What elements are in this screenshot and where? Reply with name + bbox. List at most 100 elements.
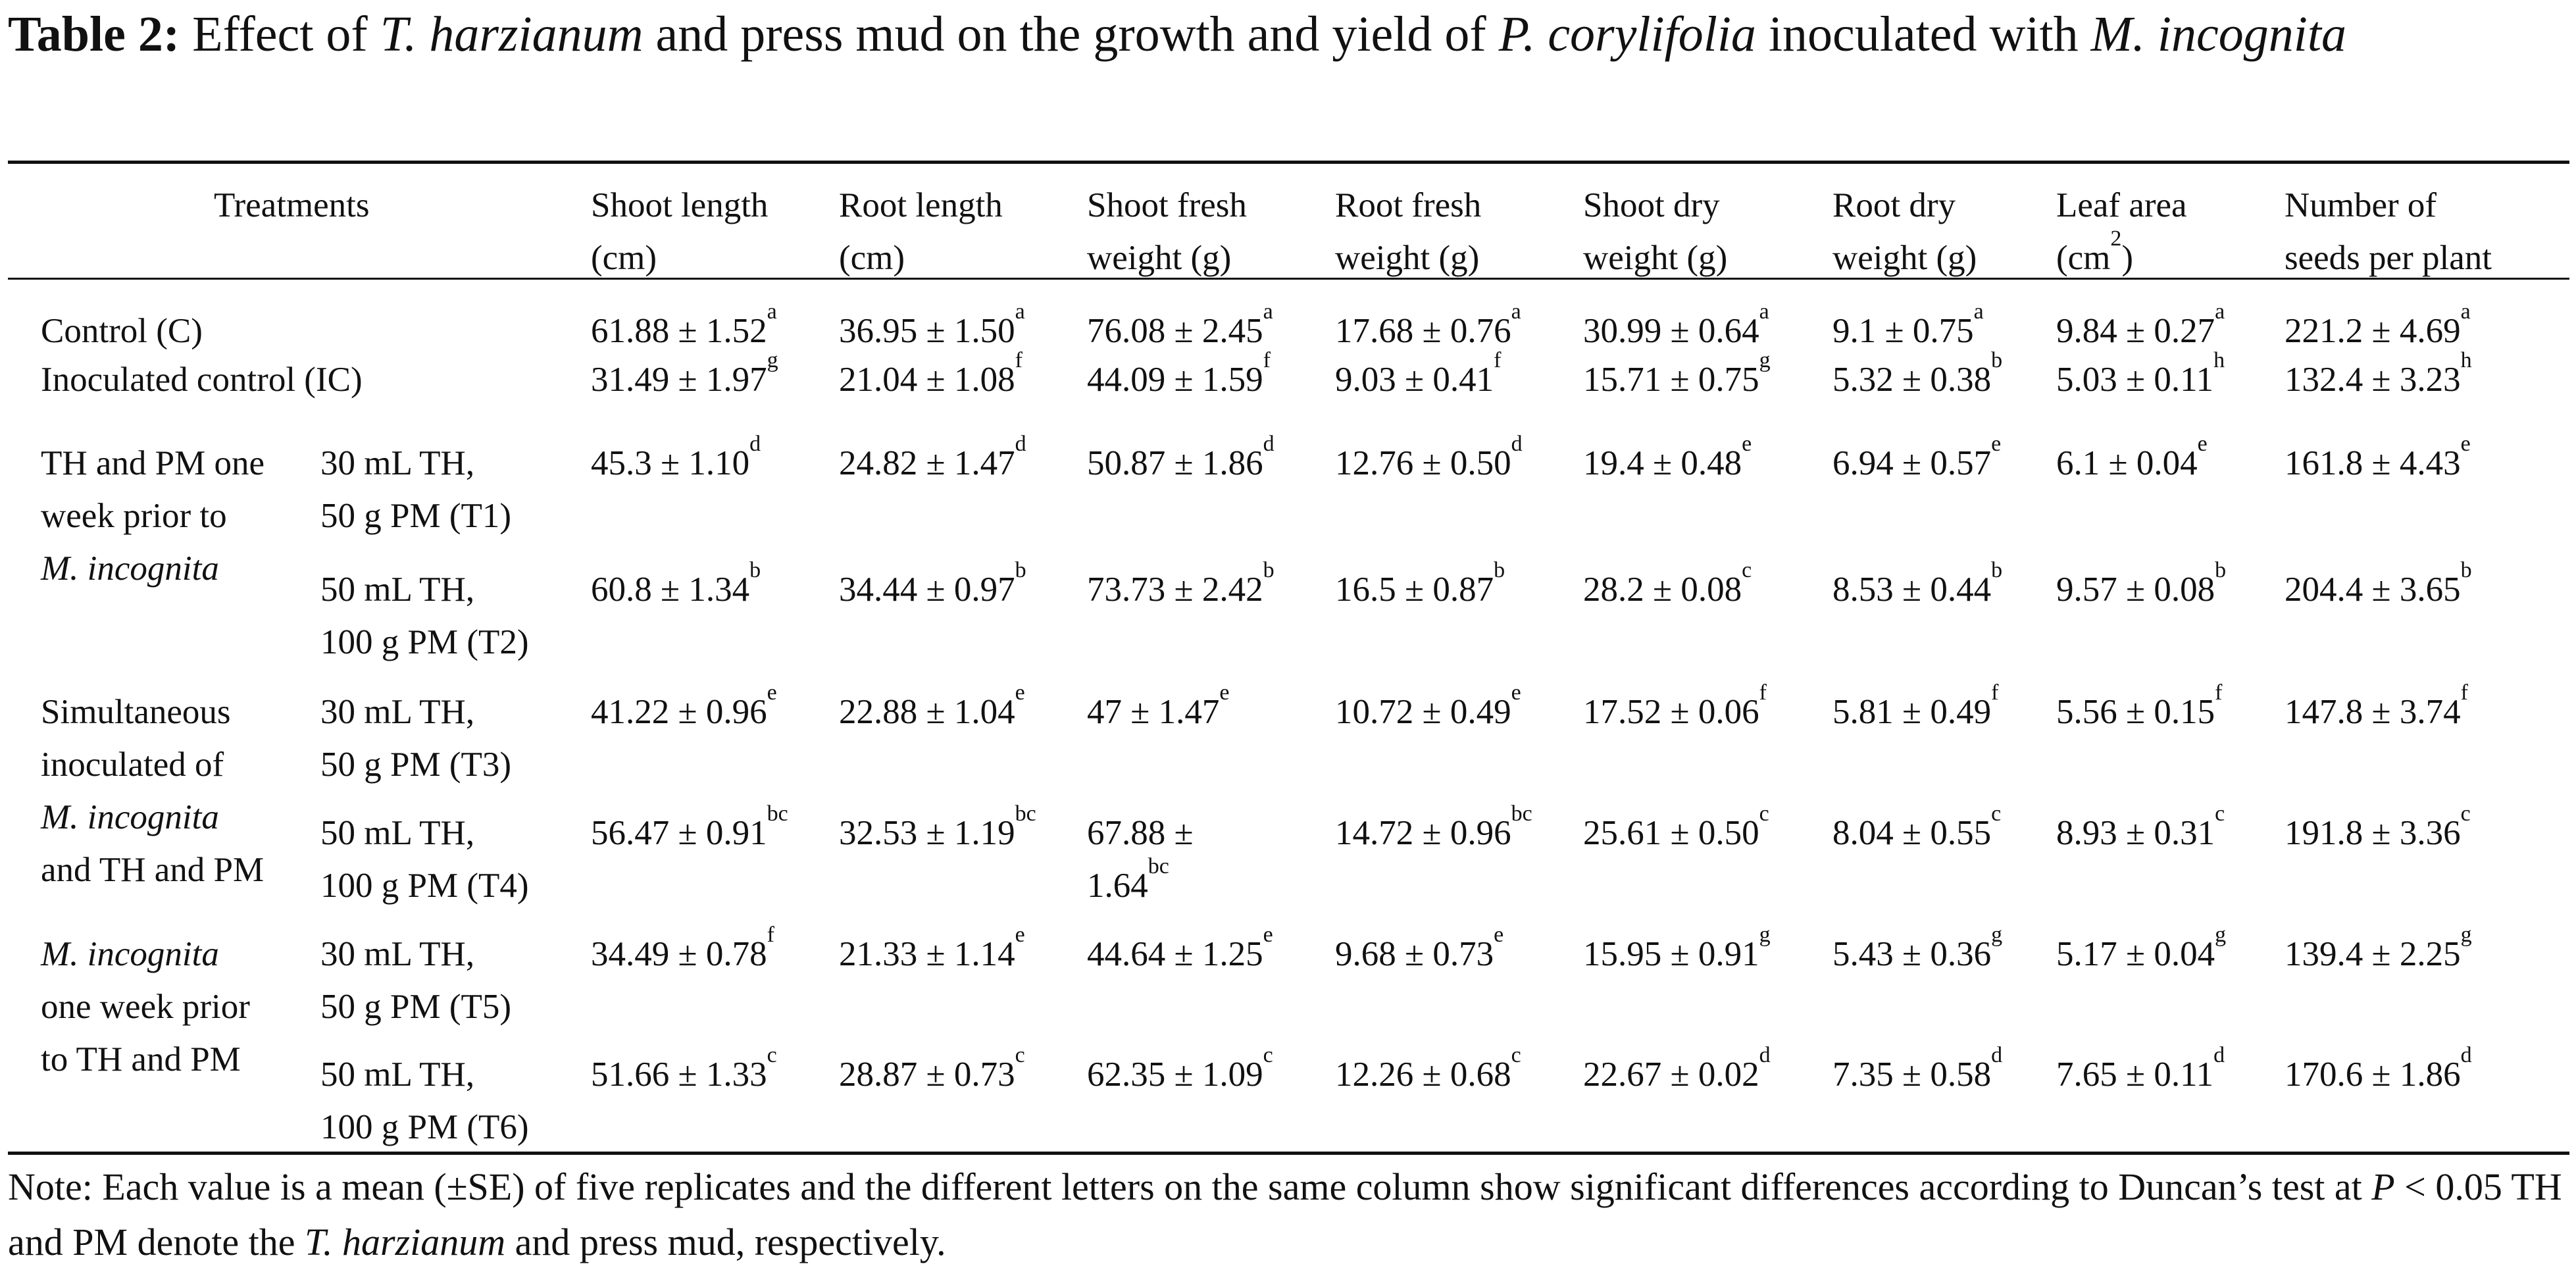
treatment-label: M. incognita: [41, 798, 219, 836]
treatment-dose: 100 g PM (T2): [320, 623, 529, 661]
table-cell: 10.72 ± 0.49e: [1335, 680, 1521, 732]
table-cell: 30.99 ± 0.64a: [1583, 299, 1769, 351]
table-cell: 60.8 ± 1.34b: [591, 558, 761, 609]
table-cell: 9.1 ± 0.75a: [1832, 299, 1984, 351]
table-cell: 67.88 ±: [1087, 814, 1194, 852]
treatment-dose: 50 mL TH,: [320, 1055, 475, 1094]
table-cell: 5.43 ± 0.36g: [1832, 923, 2003, 974]
table-cell: 5.56 ± 0.15f: [2056, 680, 2223, 732]
table-cell: 32.53 ± 1.19bc: [839, 801, 1036, 853]
column-header-unit: (cm): [839, 239, 905, 277]
treatment-dose: 30 mL TH,: [320, 444, 475, 482]
table-cell: 161.8 ± 4.43e: [2285, 432, 2471, 483]
text-part: P. corylifolia: [1498, 7, 1756, 62]
treatment-dose: 30 mL TH,: [320, 693, 475, 731]
column-header-unit: weight (g): [1583, 239, 1728, 277]
table-cell: 139.4 ± 2.25g: [2285, 923, 2472, 974]
treatment-dose: 100 g PM (T6): [320, 1108, 529, 1146]
header-rule: [8, 278, 2569, 280]
table-cell: 22.67 ± 0.02d: [1583, 1043, 1771, 1094]
table-cell: 73.73 ± 2.42b: [1087, 558, 1275, 609]
column-header: Root length: [839, 186, 1003, 224]
table-cell: 28.2 ± 0.08c: [1583, 558, 1752, 609]
treatment-label: week prior to: [41, 497, 227, 535]
text-part: and press mud on the growth and yield of: [643, 7, 1499, 62]
treatment-dose: 30 mL TH,: [320, 935, 475, 973]
table-cell: 9.84 ± 0.27a: [2056, 299, 2225, 351]
table-cell: 16.5 ± 0.87b: [1335, 558, 1505, 609]
table-cell: 6.94 ± 0.57e: [1832, 432, 2002, 483]
treatment-label: inoculated of: [41, 746, 224, 784]
table-cell: 12.76 ± 0.50d: [1335, 432, 1523, 483]
text-part: and press mud, respectively.: [505, 1221, 946, 1263]
table-cell: 31.49 ± 1.97g: [591, 348, 778, 399]
table-cell: 61.88 ± 1.52a: [591, 299, 777, 351]
column-header: Number of: [2285, 186, 2437, 224]
text-part: inoculated with: [1755, 7, 2091, 62]
treatment-dose: 50 mL TH,: [320, 814, 475, 852]
table-cell: 132.4 ± 3.23h: [2285, 348, 2472, 399]
table-cell: 9.03 ± 0.41f: [1335, 348, 1502, 399]
table-cell: 44.64 ± 1.25e: [1087, 923, 1273, 974]
table-cell: 22.88 ± 1.04e: [839, 680, 1025, 732]
table-cell: 15.95 ± 0.91g: [1583, 923, 1771, 974]
table-cell: 45.3 ± 1.10d: [591, 432, 761, 483]
table-cell: 36.95 ± 1.50a: [839, 299, 1025, 351]
column-header-unit: weight (g): [1832, 239, 1977, 277]
treatment-dose: 100 g PM (T4): [320, 867, 529, 905]
treatment-dose: 50 g PM (T5): [320, 988, 512, 1026]
column-header: Shoot length: [591, 186, 769, 224]
treatment-label: M. incognita: [41, 549, 219, 588]
table-cell: 44.09 ± 1.59f: [1087, 348, 1271, 399]
column-header-unit: weight (g): [1087, 239, 1232, 277]
table-cell: 221.2 ± 4.69a: [2285, 299, 2471, 351]
table-cell: 76.08 ± 2.45a: [1087, 299, 1273, 351]
text-part: Effect of: [180, 7, 380, 62]
table-cell: 34.44 ± 0.97b: [839, 558, 1026, 609]
treatment-dose: 50 g PM (T3): [320, 746, 512, 784]
treatment-label: TH and PM one: [41, 444, 265, 482]
treatment-dose: 50 mL TH,: [320, 571, 475, 609]
table-cell: 147.8 ± 3.74f: [2285, 680, 2468, 732]
column-header: Shoot dry: [1583, 186, 1720, 224]
table-cell: 56.47 ± 0.91bc: [591, 801, 788, 853]
table-cell: 17.52 ± 0.06f: [1583, 680, 1767, 732]
table-cell: 8.93 ± 0.31c: [2056, 801, 2225, 853]
table-cell: 51.66 ± 1.33c: [591, 1043, 777, 1094]
table-cell: 41.22 ± 0.96e: [591, 680, 777, 732]
column-header-unit: seeds per plant: [2285, 239, 2492, 277]
bottom-rule: [8, 1152, 2569, 1155]
table-cell: 204.4 ± 3.65b: [2285, 558, 2472, 609]
top-rule: [8, 161, 2569, 164]
treatment-label: and TH and PM: [41, 851, 265, 889]
table-cell: 7.65 ± 0.11d: [2056, 1043, 2225, 1094]
table-cell: 14.72 ± 0.96bc: [1335, 801, 1532, 853]
treatment-dose: 50 g PM (T1): [320, 497, 512, 535]
table-cell: 25.61 ± 0.50c: [1583, 801, 1769, 853]
table-cell: 6.1 ± 0.04e: [2056, 432, 2208, 483]
table-cell: 5.32 ± 0.38b: [1832, 348, 2003, 399]
table-cell: 17.68 ± 0.76a: [1335, 299, 1521, 351]
treatment-label: Simultaneous: [41, 693, 231, 731]
column-header: Root dry: [1832, 186, 1956, 224]
table-cell: 191.8 ± 3.36c: [2285, 801, 2471, 853]
table-cell: 170.6 ± 1.86d: [2285, 1043, 2472, 1094]
text-part: T. harzianum: [305, 1221, 506, 1263]
column-header-unit: (cm2): [2056, 226, 2134, 278]
treatment-label: to TH and PM: [41, 1040, 241, 1079]
text-part: T. harzianum: [380, 7, 644, 62]
table-cell: 47 ± 1.47e: [1087, 680, 1230, 732]
table-cell: 7.35 ± 0.58d: [1832, 1043, 2003, 1094]
table-cell: 9.68 ± 0.73e: [1335, 923, 1504, 974]
column-header: Shoot fresh: [1087, 186, 1247, 224]
table-cell: 9.57 ± 0.08b: [2056, 558, 2227, 609]
table-cell: 28.87 ± 0.73c: [839, 1043, 1025, 1094]
table-cell: 5.03 ± 0.11h: [2056, 348, 2225, 399]
table-cell: 24.82 ± 1.47d: [839, 432, 1026, 483]
text-part: M. incognita: [2090, 7, 2346, 62]
text-part: Note: Each value is a mean (±SE) of five…: [8, 1165, 2372, 1208]
table-cell: 50.87 ± 1.86d: [1087, 432, 1275, 483]
table-cell: 21.04 ± 1.08f: [839, 348, 1023, 399]
column-header-unit: weight (g): [1335, 239, 1480, 277]
treatment-label: M. incognita: [41, 935, 219, 973]
